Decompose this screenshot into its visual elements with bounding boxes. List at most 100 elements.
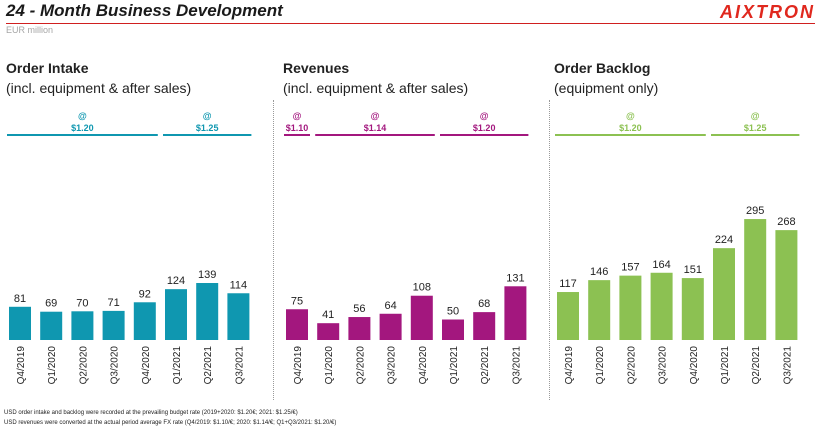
category-tick-label: Q4/2019 — [16, 346, 27, 385]
bar — [473, 312, 496, 340]
rate-value-label: $1.10 — [286, 123, 309, 133]
bar — [71, 311, 94, 340]
category-tick-label: Q4/2020 — [141, 346, 152, 385]
bar-value-label: 108 — [413, 282, 431, 294]
panel-title: Order Backlog — [554, 60, 651, 76]
bar — [165, 289, 187, 340]
rate-at-label: @ — [480, 111, 489, 121]
order-intake-panel: Order Intake (incl. equipment & after sa… — [6, 56, 272, 400]
header-rule — [6, 23, 815, 24]
bar — [442, 319, 464, 340]
category-tick-label: Q2/2020 — [355, 346, 366, 385]
rate-at-label: @ — [203, 111, 212, 121]
bar-value-label: 131 — [506, 272, 524, 284]
bar-value-label: 295 — [746, 205, 764, 217]
bar — [650, 272, 673, 340]
bar — [286, 309, 308, 340]
bar-value-label: 81 — [14, 293, 26, 305]
rate-at-label: @ — [626, 111, 635, 121]
bar-value-label: 224 — [715, 234, 733, 246]
footnote-2: USD revenues were converted at the actua… — [4, 420, 337, 426]
bar-value-label: 71 — [107, 297, 119, 309]
category-tick-label: Q2/2020 — [78, 346, 89, 385]
category-tick-label: Q2/2021 — [751, 346, 762, 385]
rate-at-label: @ — [78, 111, 87, 121]
bar — [744, 219, 767, 340]
bar — [504, 286, 527, 340]
category-tick-label: Q3/2021 — [782, 346, 793, 385]
aixtron-logo: AIXTRON — [720, 2, 815, 22]
bar — [713, 248, 735, 340]
footnote-1: USD order intake and backlog were record… — [4, 410, 298, 416]
bar — [681, 278, 704, 340]
bar-value-label: 164 — [652, 259, 670, 271]
bar — [196, 283, 219, 340]
rate-at-label: @ — [751, 111, 760, 121]
rate-value-label: $1.25 — [744, 123, 767, 133]
category-tick-label: Q3/2021 — [511, 346, 522, 385]
panel-divider — [273, 100, 274, 400]
rate-value-label: $1.25 — [196, 123, 219, 133]
bar-value-label: 68 — [478, 298, 490, 310]
bar-value-label: 92 — [139, 288, 151, 300]
page-title: 24 - Month Business Development — [6, 1, 283, 20]
bar-value-label: 157 — [621, 262, 639, 274]
bar-value-label: 117 — [559, 278, 577, 290]
bar-value-label: 114 — [230, 279, 248, 291]
bar-value-label: 41 — [322, 309, 334, 321]
panel-subtitle: (incl. equipment & after sales) — [6, 80, 192, 96]
bar — [9, 306, 31, 340]
panel-subtitle: (equipment only) — [554, 80, 659, 96]
bar-value-label: 151 — [684, 264, 702, 276]
bar-value-label: 146 — [590, 266, 608, 278]
category-tick-label: Q4/2020 — [689, 346, 700, 385]
order-backlog-panel: Order Backlog (equipment only) @ $1.20 @ $1… — [554, 56, 820, 400]
bar-value-label: 56 — [353, 303, 365, 315]
category-tick-label: Q1/2020 — [324, 346, 335, 385]
category-tick-label: Q2/2021 — [480, 346, 491, 385]
category-tick-label: Q2/2021 — [203, 346, 214, 385]
rate-value-label: $1.20 — [71, 123, 94, 133]
bar-value-label: 50 — [447, 306, 459, 318]
bar — [775, 230, 798, 340]
panel-title: Revenues — [283, 60, 350, 76]
revenues-panel: Revenues (incl. equipment & after sales)… — [283, 56, 549, 400]
order-backlog-chart: @ $1.20 @ $1.25 117 Q4/2019 146 Q1/2020 157 Q2/20… — [555, 111, 800, 385]
bar-value-label: 69 — [45, 298, 57, 310]
order-intake-chart: @ $1.20 @ $1.25 81 Q4/2019 69 Q1/2020 70 Q2/2020 7… — [7, 111, 252, 385]
category-tick-label: Q4/2019 — [564, 346, 575, 385]
bar — [557, 292, 579, 340]
category-tick-label: Q1/2020 — [595, 346, 606, 385]
bar — [619, 275, 642, 340]
category-tick-label: Q4/2020 — [418, 346, 429, 385]
bar-value-label: 268 — [777, 216, 795, 228]
panel-divider — [549, 100, 550, 400]
bar-value-label: 139 — [198, 269, 216, 281]
bar-value-label: 75 — [291, 295, 303, 307]
category-tick-label: Q4/2019 — [293, 346, 304, 385]
bar — [379, 313, 402, 340]
bar — [133, 302, 156, 340]
rate-value-label: $1.20 — [473, 123, 496, 133]
rate-at-label: @ — [293, 111, 302, 121]
bar — [410, 295, 433, 340]
panel-title: Order Intake — [6, 60, 89, 76]
category-tick-label: Q1/2021 — [720, 346, 731, 385]
bar-value-label: 124 — [167, 275, 185, 287]
category-tick-label: Q1/2021 — [172, 346, 183, 385]
category-tick-label: Q1/2021 — [449, 346, 460, 385]
category-tick-label: Q3/2020 — [387, 346, 398, 385]
unit-label: EUR million — [6, 25, 54, 35]
bar-value-label: 64 — [384, 300, 396, 312]
bar — [102, 310, 125, 340]
revenues-chart: @ $1.10 @ $1.14 @ $1.20 75 Q4/2019 41 Q1/2020 56 Q2… — [284, 111, 529, 385]
category-tick-label: Q1/2020 — [47, 346, 58, 385]
bar — [317, 323, 340, 340]
rate-value-label: $1.20 — [619, 123, 642, 133]
bar — [227, 293, 250, 340]
category-tick-label: Q3/2020 — [658, 346, 669, 385]
bar-value-label: 70 — [76, 297, 88, 309]
category-tick-label: Q3/2020 — [110, 346, 121, 385]
rate-value-label: $1.14 — [364, 123, 387, 133]
category-tick-label: Q3/2021 — [234, 346, 245, 385]
